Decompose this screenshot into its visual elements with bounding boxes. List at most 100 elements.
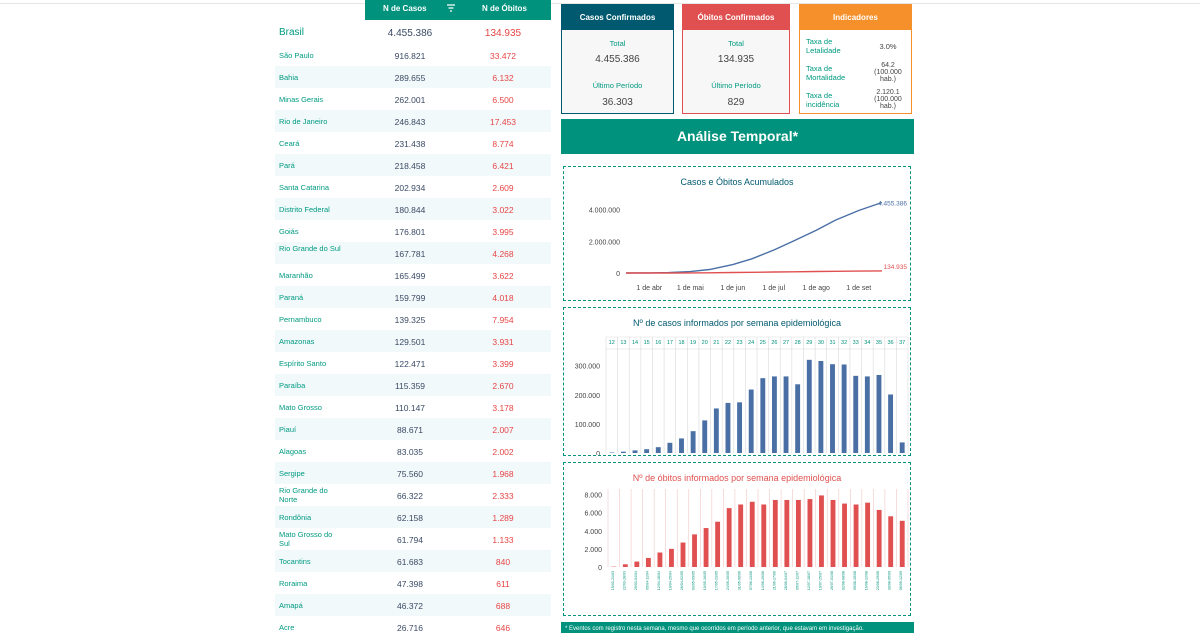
table-row[interactable]: Rondônia 62.158 1.289: [275, 506, 551, 528]
table-row[interactable]: Bahia 289.655 6.132: [275, 66, 551, 88]
cases-value: 231.438: [394, 139, 426, 149]
cases-value: 83.035: [397, 447, 423, 457]
bar: [713, 408, 719, 453]
incidence-value: 2.120.1 (100.000 hab.): [874, 89, 902, 110]
bar: [702, 420, 708, 453]
week-range-label: 15/03-21/03: [611, 571, 615, 590]
table-row[interactable]: Roraima 47.398 611: [275, 572, 551, 594]
y-tick-label: 8.000: [584, 493, 602, 500]
week-label: 31: [829, 340, 835, 346]
deaths-total-value: 134.935: [717, 54, 755, 65]
table-row[interactable]: Santa Catarina 202.934 2.609: [275, 176, 551, 198]
deaths-value: 688: [495, 601, 511, 611]
table-row[interactable]: Pernambuco 139.325 7.954: [275, 308, 551, 330]
brasil-row[interactable]: Brasil 4.455.386 134.935: [275, 22, 551, 44]
state-name: Roraima: [279, 579, 308, 588]
week-label: 37: [899, 340, 905, 346]
cases-value: 916.821: [394, 51, 426, 61]
week-label: 25: [760, 340, 766, 346]
table-row[interactable]: Piauí 88.671 2.007: [275, 418, 551, 440]
deaths-value: 134.935: [484, 28, 522, 39]
y-tick-label: 200.000: [575, 393, 600, 400]
table-row[interactable]: Espírito Santo 122.471 3.399: [275, 352, 551, 374]
table-row[interactable]: Goiás 176.801 3.995: [275, 220, 551, 242]
cumulative-chart[interactable]: 4.000.000 2.000.000 0 1 de abr 1 de mai 1 de …: [564, 167, 910, 300]
cases-value: 88.671: [397, 425, 423, 435]
lethality-label: Taxa de Letalidade: [806, 37, 841, 55]
table-row[interactable]: Paraná 159.799 4.018: [275, 286, 551, 308]
table-header: N de Casos N de Óbitos: [365, 0, 551, 20]
cases-value: 165.499: [394, 271, 426, 281]
bar: [760, 378, 766, 453]
filter-icon[interactable]: [447, 4, 455, 13]
deaths-total-label: Total: [728, 39, 744, 48]
week-label: 21: [713, 340, 719, 346]
weekly-deaths-chart-title: Nº de óbitos informados por semana epide…: [632, 473, 842, 483]
week-label: 22: [725, 340, 731, 346]
weekly-deaths-chart[interactable]: 8.000 6.000 4.000 2.000 0 15/03-21/03 22/03-28…: [564, 463, 910, 615]
state-name: Sergipe: [279, 469, 305, 478]
table-row[interactable]: Alagoas 83.035 2.002: [275, 440, 551, 462]
bar: [842, 503, 847, 567]
cases-value: 159.799: [394, 293, 426, 303]
deaths-value: 2.007: [492, 425, 514, 435]
y-tick-label: 300.000: [575, 364, 600, 371]
confirmed-total-value: 4.455.386: [595, 54, 640, 65]
table-row[interactable]: Rio Grande do Norte 66.322 2.333: [275, 484, 551, 506]
bar: [749, 501, 755, 567]
weekly-cases-chart[interactable]: 300.000 200.000 100.000 0 12 13 14 15 16 17 18 19 20…: [564, 308, 910, 455]
weekly-cases-chart-title: Nº de casos informados por semana epidem…: [633, 318, 841, 328]
table-row[interactable]: Mato Grosso 110.147 3.178: [275, 396, 551, 418]
cases-value: 202.934: [394, 183, 426, 193]
table-row[interactable]: Acre 26.716 646: [275, 616, 551, 633]
bar: [899, 442, 905, 453]
week-range-label: 30/08-05/09: [888, 571, 892, 590]
bar: [772, 499, 778, 567]
week-label: 18: [678, 340, 684, 346]
week-label: 32: [841, 340, 847, 346]
week-range-label: 23/08-29/08: [876, 571, 880, 590]
confirmed-cases-card: Casos Confirmados Total 4.455.386 Último…: [561, 4, 674, 114]
bar: [864, 376, 870, 453]
cases-value: 129.501: [394, 337, 426, 347]
state-name: Bahia: [279, 73, 299, 82]
bar: [738, 504, 744, 567]
table-row[interactable]: Amazonas 129.501 3.931: [275, 330, 551, 352]
header-deaths[interactable]: N de Óbitos: [482, 4, 527, 13]
bar: [841, 364, 847, 453]
state-name: Alagoas: [279, 447, 307, 456]
state-name: Minas Gerais: [279, 95, 324, 104]
cases-value: 61.683: [397, 557, 423, 567]
table-row[interactable]: São Paulo 916.821 33.472: [275, 44, 551, 66]
table-row[interactable]: Pará 218.458 6.421: [275, 154, 551, 176]
deaths-value: 3.399: [492, 359, 514, 369]
table-row[interactable]: Mato Grosso do Sul 61.794 1.133: [275, 528, 551, 550]
state-name: Espírito Santo: [279, 359, 327, 368]
table-row[interactable]: Tocantins 61.683 840: [275, 550, 551, 572]
deaths-value: 2.002: [492, 447, 514, 457]
table-row[interactable]: Distrito Federal 180.844 3.022: [275, 198, 551, 220]
table-row[interactable]: Maranhão 165.499 3.622: [275, 264, 551, 286]
table-row[interactable]: Rio de Janeiro 246.843 17.453: [275, 110, 551, 132]
state-name: Mato Grosso: [279, 403, 322, 412]
header-cases[interactable]: N de Casos: [383, 4, 427, 13]
deaths-value: 17.453: [490, 117, 516, 127]
y-tick-label: 6.000: [584, 511, 602, 518]
table-row[interactable]: Amapá 46.372 688: [275, 594, 551, 616]
bar: [853, 504, 859, 567]
bar: [761, 504, 767, 567]
table-row[interactable]: Ceará 231.438 8.774: [275, 132, 551, 154]
week-range-label: 16/08-22/08: [865, 571, 869, 590]
table-row[interactable]: Paraíba 115.359 2.670: [275, 374, 551, 396]
confirmed-deaths-title: Óbitos Confirmados: [683, 5, 789, 30]
mortality-label: Taxa de Mortalidade: [806, 64, 846, 82]
state-name: Amapá: [279, 601, 303, 610]
table-row[interactable]: Rio Grande do Sul 167.781 4.268: [275, 242, 551, 264]
cases-value: 66.322: [397, 491, 423, 501]
bar: [806, 359, 812, 453]
table-row[interactable]: Minas Gerais 262.001 6.500: [275, 88, 551, 110]
cases-value: 75.560: [397, 469, 423, 479]
cases-value: 246.843: [394, 117, 426, 127]
x-tick-label: 1 de jul: [763, 285, 786, 292]
table-row[interactable]: Sergipe 75.560 1.968: [275, 462, 551, 484]
